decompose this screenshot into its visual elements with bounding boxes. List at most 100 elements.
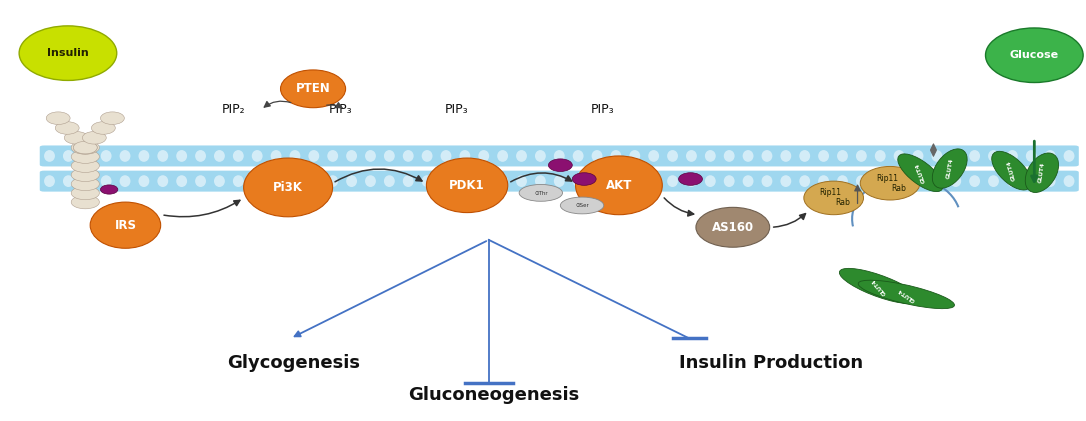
- Text: GLUT4: GLUT4: [946, 158, 954, 179]
- Ellipse shape: [1026, 150, 1037, 162]
- Ellipse shape: [270, 175, 281, 187]
- Ellipse shape: [705, 150, 716, 162]
- Ellipse shape: [45, 175, 55, 187]
- Ellipse shape: [72, 150, 100, 163]
- Ellipse shape: [630, 150, 641, 162]
- Ellipse shape: [232, 150, 243, 162]
- Ellipse shape: [932, 150, 943, 162]
- Ellipse shape: [1045, 150, 1056, 162]
- Ellipse shape: [119, 175, 130, 187]
- Ellipse shape: [83, 131, 106, 144]
- Text: PDK1: PDK1: [450, 179, 484, 192]
- Ellipse shape: [592, 175, 603, 187]
- Ellipse shape: [781, 175, 792, 187]
- Ellipse shape: [875, 150, 886, 162]
- Ellipse shape: [894, 150, 905, 162]
- Ellipse shape: [280, 70, 345, 108]
- Ellipse shape: [858, 280, 955, 309]
- Ellipse shape: [696, 208, 770, 247]
- Text: PIP₃: PIP₃: [444, 103, 468, 116]
- Ellipse shape: [743, 150, 754, 162]
- Ellipse shape: [686, 150, 697, 162]
- Ellipse shape: [837, 150, 848, 162]
- Text: ⊙Thr: ⊙Thr: [534, 191, 547, 196]
- Ellipse shape: [101, 150, 112, 162]
- Ellipse shape: [63, 150, 74, 162]
- Ellipse shape: [679, 173, 703, 185]
- Text: GLUT4: GLUT4: [914, 162, 926, 184]
- Ellipse shape: [1045, 175, 1056, 187]
- Ellipse shape: [856, 150, 867, 162]
- Text: PTEN: PTEN: [295, 83, 330, 95]
- Ellipse shape: [90, 202, 161, 248]
- Text: Gluconeogenesis: Gluconeogenesis: [408, 386, 580, 403]
- Ellipse shape: [74, 141, 98, 154]
- Text: Insulin: Insulin: [47, 48, 89, 58]
- Ellipse shape: [969, 150, 980, 162]
- Ellipse shape: [860, 166, 920, 200]
- FancyBboxPatch shape: [40, 171, 1078, 192]
- Ellipse shape: [81, 175, 92, 187]
- Ellipse shape: [176, 150, 187, 162]
- Ellipse shape: [72, 177, 100, 191]
- Ellipse shape: [72, 159, 100, 173]
- Ellipse shape: [290, 150, 301, 162]
- Ellipse shape: [1007, 175, 1018, 187]
- Ellipse shape: [592, 150, 603, 162]
- Ellipse shape: [1063, 175, 1074, 187]
- Ellipse shape: [45, 150, 55, 162]
- Ellipse shape: [72, 141, 100, 154]
- Ellipse shape: [804, 181, 863, 215]
- Ellipse shape: [723, 150, 734, 162]
- Ellipse shape: [270, 150, 281, 162]
- Ellipse shape: [195, 175, 206, 187]
- Ellipse shape: [327, 150, 338, 162]
- Ellipse shape: [898, 154, 943, 192]
- Ellipse shape: [554, 150, 565, 162]
- Ellipse shape: [497, 150, 508, 162]
- Ellipse shape: [761, 175, 772, 187]
- Ellipse shape: [535, 175, 546, 187]
- Ellipse shape: [535, 150, 546, 162]
- Ellipse shape: [554, 175, 565, 187]
- Ellipse shape: [139, 150, 150, 162]
- Text: ⊙Ser: ⊙Ser: [576, 203, 589, 208]
- Ellipse shape: [548, 159, 572, 171]
- Ellipse shape: [630, 175, 641, 187]
- Text: GLUT4: GLUT4: [897, 287, 915, 302]
- Ellipse shape: [64, 131, 88, 144]
- Text: Insulin Production: Insulin Production: [679, 354, 863, 372]
- Ellipse shape: [912, 175, 923, 187]
- Ellipse shape: [818, 175, 829, 187]
- Ellipse shape: [516, 175, 527, 187]
- Ellipse shape: [723, 175, 734, 187]
- Ellipse shape: [176, 175, 187, 187]
- Text: GLUT4: GLUT4: [1007, 160, 1016, 181]
- Ellipse shape: [572, 175, 583, 187]
- Ellipse shape: [818, 150, 829, 162]
- Text: PIP₃: PIP₃: [328, 103, 352, 116]
- Ellipse shape: [478, 150, 489, 162]
- FancyBboxPatch shape: [40, 146, 1078, 166]
- Ellipse shape: [403, 175, 414, 187]
- Ellipse shape: [74, 141, 98, 154]
- Ellipse shape: [648, 175, 659, 187]
- Ellipse shape: [252, 175, 263, 187]
- Ellipse shape: [932, 149, 968, 188]
- Ellipse shape: [516, 150, 527, 162]
- Ellipse shape: [648, 150, 659, 162]
- Ellipse shape: [232, 175, 243, 187]
- Ellipse shape: [346, 150, 357, 162]
- Ellipse shape: [384, 150, 395, 162]
- Text: Pi3K: Pi3K: [274, 181, 303, 194]
- Ellipse shape: [365, 150, 376, 162]
- Ellipse shape: [72, 195, 100, 209]
- Ellipse shape: [459, 150, 470, 162]
- Ellipse shape: [576, 156, 662, 215]
- Text: PIP₃: PIP₃: [591, 103, 615, 116]
- Ellipse shape: [101, 112, 124, 125]
- Ellipse shape: [839, 269, 919, 304]
- Ellipse shape: [743, 175, 754, 187]
- Ellipse shape: [478, 175, 489, 187]
- Ellipse shape: [20, 26, 117, 80]
